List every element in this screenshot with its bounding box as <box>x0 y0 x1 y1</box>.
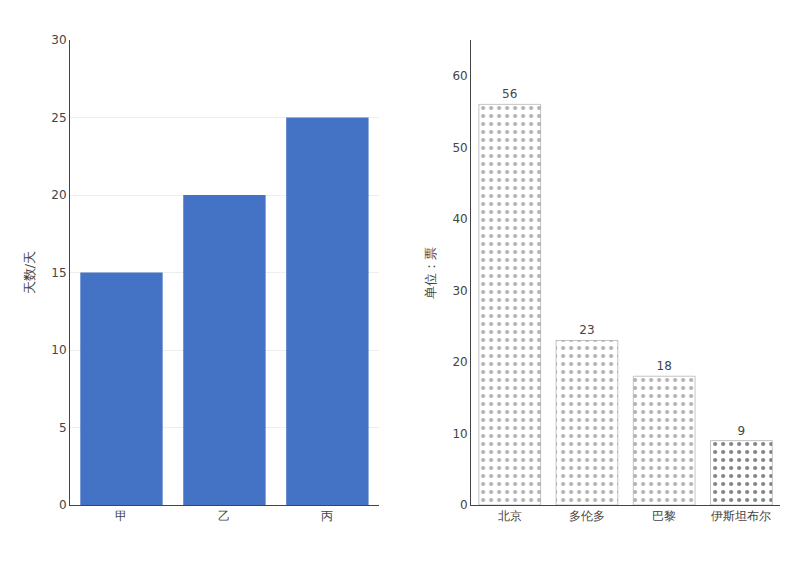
svg-text:5: 5 <box>59 421 67 435</box>
svg-text:18: 18 <box>657 359 672 373</box>
svg-text:10: 10 <box>452 427 467 441</box>
svg-text:甲: 甲 <box>115 509 127 523</box>
svg-text:10: 10 <box>51 343 66 357</box>
svg-text:23: 23 <box>579 323 594 337</box>
svg-text:北京: 北京 <box>498 509 522 523</box>
svg-text:56: 56 <box>502 87 517 101</box>
svg-text:乙: 乙 <box>218 509 230 523</box>
svg-text:天数/天: 天数/天 <box>22 251 37 294</box>
svg-text:0: 0 <box>460 498 468 512</box>
svg-text:丙: 丙 <box>321 509 333 523</box>
svg-text:伊斯坦布尔: 伊斯坦布尔 <box>711 509 771 523</box>
svg-text:30: 30 <box>51 33 66 47</box>
svg-text:单位：票: 单位：票 <box>423 247 438 299</box>
svg-text:多伦多: 多伦多 <box>569 509 605 523</box>
svg-text:20: 20 <box>51 188 66 202</box>
svg-text:0: 0 <box>59 498 67 512</box>
svg-text:15: 15 <box>51 266 66 280</box>
svg-text:25: 25 <box>51 111 66 125</box>
svg-text:40: 40 <box>452 212 467 226</box>
svg-text:30: 30 <box>452 284 467 298</box>
svg-text:50: 50 <box>452 141 467 155</box>
svg-text:巴黎: 巴黎 <box>652 509 676 523</box>
svg-text:20: 20 <box>452 355 467 369</box>
svg-text:60: 60 <box>452 69 467 83</box>
svg-text:9: 9 <box>738 424 746 438</box>
